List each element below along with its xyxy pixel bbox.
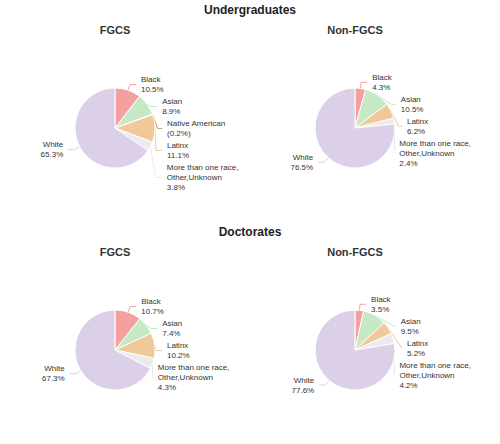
svg-text:4.2%: 4.2% — [399, 381, 417, 390]
svg-text:(0.2%): (0.2%) — [167, 129, 191, 138]
svg-text:65.3%: 65.3% — [41, 150, 64, 159]
svg-text:4.3%: 4.3% — [372, 83, 390, 92]
svg-text:7.4%: 7.4% — [162, 329, 180, 338]
svg-text:Latinx: Latinx — [407, 117, 428, 126]
svg-text:More than one race,: More than one race, — [167, 163, 239, 172]
svg-text:White: White — [44, 364, 65, 373]
svg-text:Latinx: Latinx — [167, 341, 188, 350]
svg-text:FGCS: FGCS — [100, 24, 131, 36]
svg-text:Black: Black — [141, 297, 162, 306]
svg-text:4.3%: 4.3% — [158, 383, 176, 392]
svg-text:Black: Black — [372, 73, 393, 82]
svg-text:White: White — [43, 140, 64, 149]
svg-text:Asian: Asian — [162, 319, 182, 328]
svg-text:9.5%: 9.5% — [401, 327, 419, 336]
svg-text:10.5%: 10.5% — [401, 105, 424, 114]
svg-text:FGCS: FGCS — [100, 246, 131, 258]
svg-text:76.5%: 76.5% — [290, 163, 313, 172]
svg-text:Latinx: Latinx — [167, 141, 188, 150]
svg-text:Native American: Native American — [167, 119, 225, 128]
svg-text:Undergraduates: Undergraduates — [204, 3, 296, 17]
svg-text:More than one race,: More than one race, — [399, 361, 471, 370]
svg-text:10.2%: 10.2% — [167, 351, 190, 360]
svg-text:Other,Unknown: Other,Unknown — [167, 173, 222, 182]
svg-text:2.4%: 2.4% — [399, 159, 417, 168]
svg-text:White: White — [294, 376, 315, 385]
svg-text:Black: Black — [371, 295, 392, 304]
svg-text:5.2%: 5.2% — [407, 349, 425, 358]
svg-text:10.5%: 10.5% — [141, 85, 164, 94]
svg-text:Asian: Asian — [401, 317, 421, 326]
svg-text:Non-FGCS: Non-FGCS — [327, 246, 383, 258]
svg-text:Doctorates: Doctorates — [219, 225, 282, 239]
svg-text:6.2%: 6.2% — [407, 127, 425, 136]
svg-text:3.5%: 3.5% — [371, 305, 389, 314]
svg-text:Non-FGCS: Non-FGCS — [327, 24, 383, 36]
svg-text:Other,Unknown: Other,Unknown — [399, 371, 454, 380]
svg-text:White: White — [293, 153, 314, 162]
svg-text:More than one race,: More than one race, — [399, 139, 471, 148]
svg-text:3.8%: 3.8% — [167, 183, 185, 192]
svg-text:Asian: Asian — [401, 95, 421, 104]
svg-text:Asian: Asian — [162, 97, 182, 106]
svg-text:Latinx: Latinx — [407, 339, 428, 348]
svg-text:10.7%: 10.7% — [141, 307, 164, 316]
svg-text:8.9%: 8.9% — [162, 107, 180, 116]
svg-text:77.6%: 77.6% — [292, 386, 315, 395]
svg-text:Black: Black — [141, 75, 162, 84]
svg-text:67.3%: 67.3% — [42, 374, 65, 383]
svg-text:Other,Unknown: Other,Unknown — [158, 373, 213, 382]
svg-text:11.1%: 11.1% — [167, 151, 189, 160]
svg-text:More than one race,: More than one race, — [158, 363, 230, 372]
svg-text:Other,Unknown: Other,Unknown — [399, 149, 454, 158]
